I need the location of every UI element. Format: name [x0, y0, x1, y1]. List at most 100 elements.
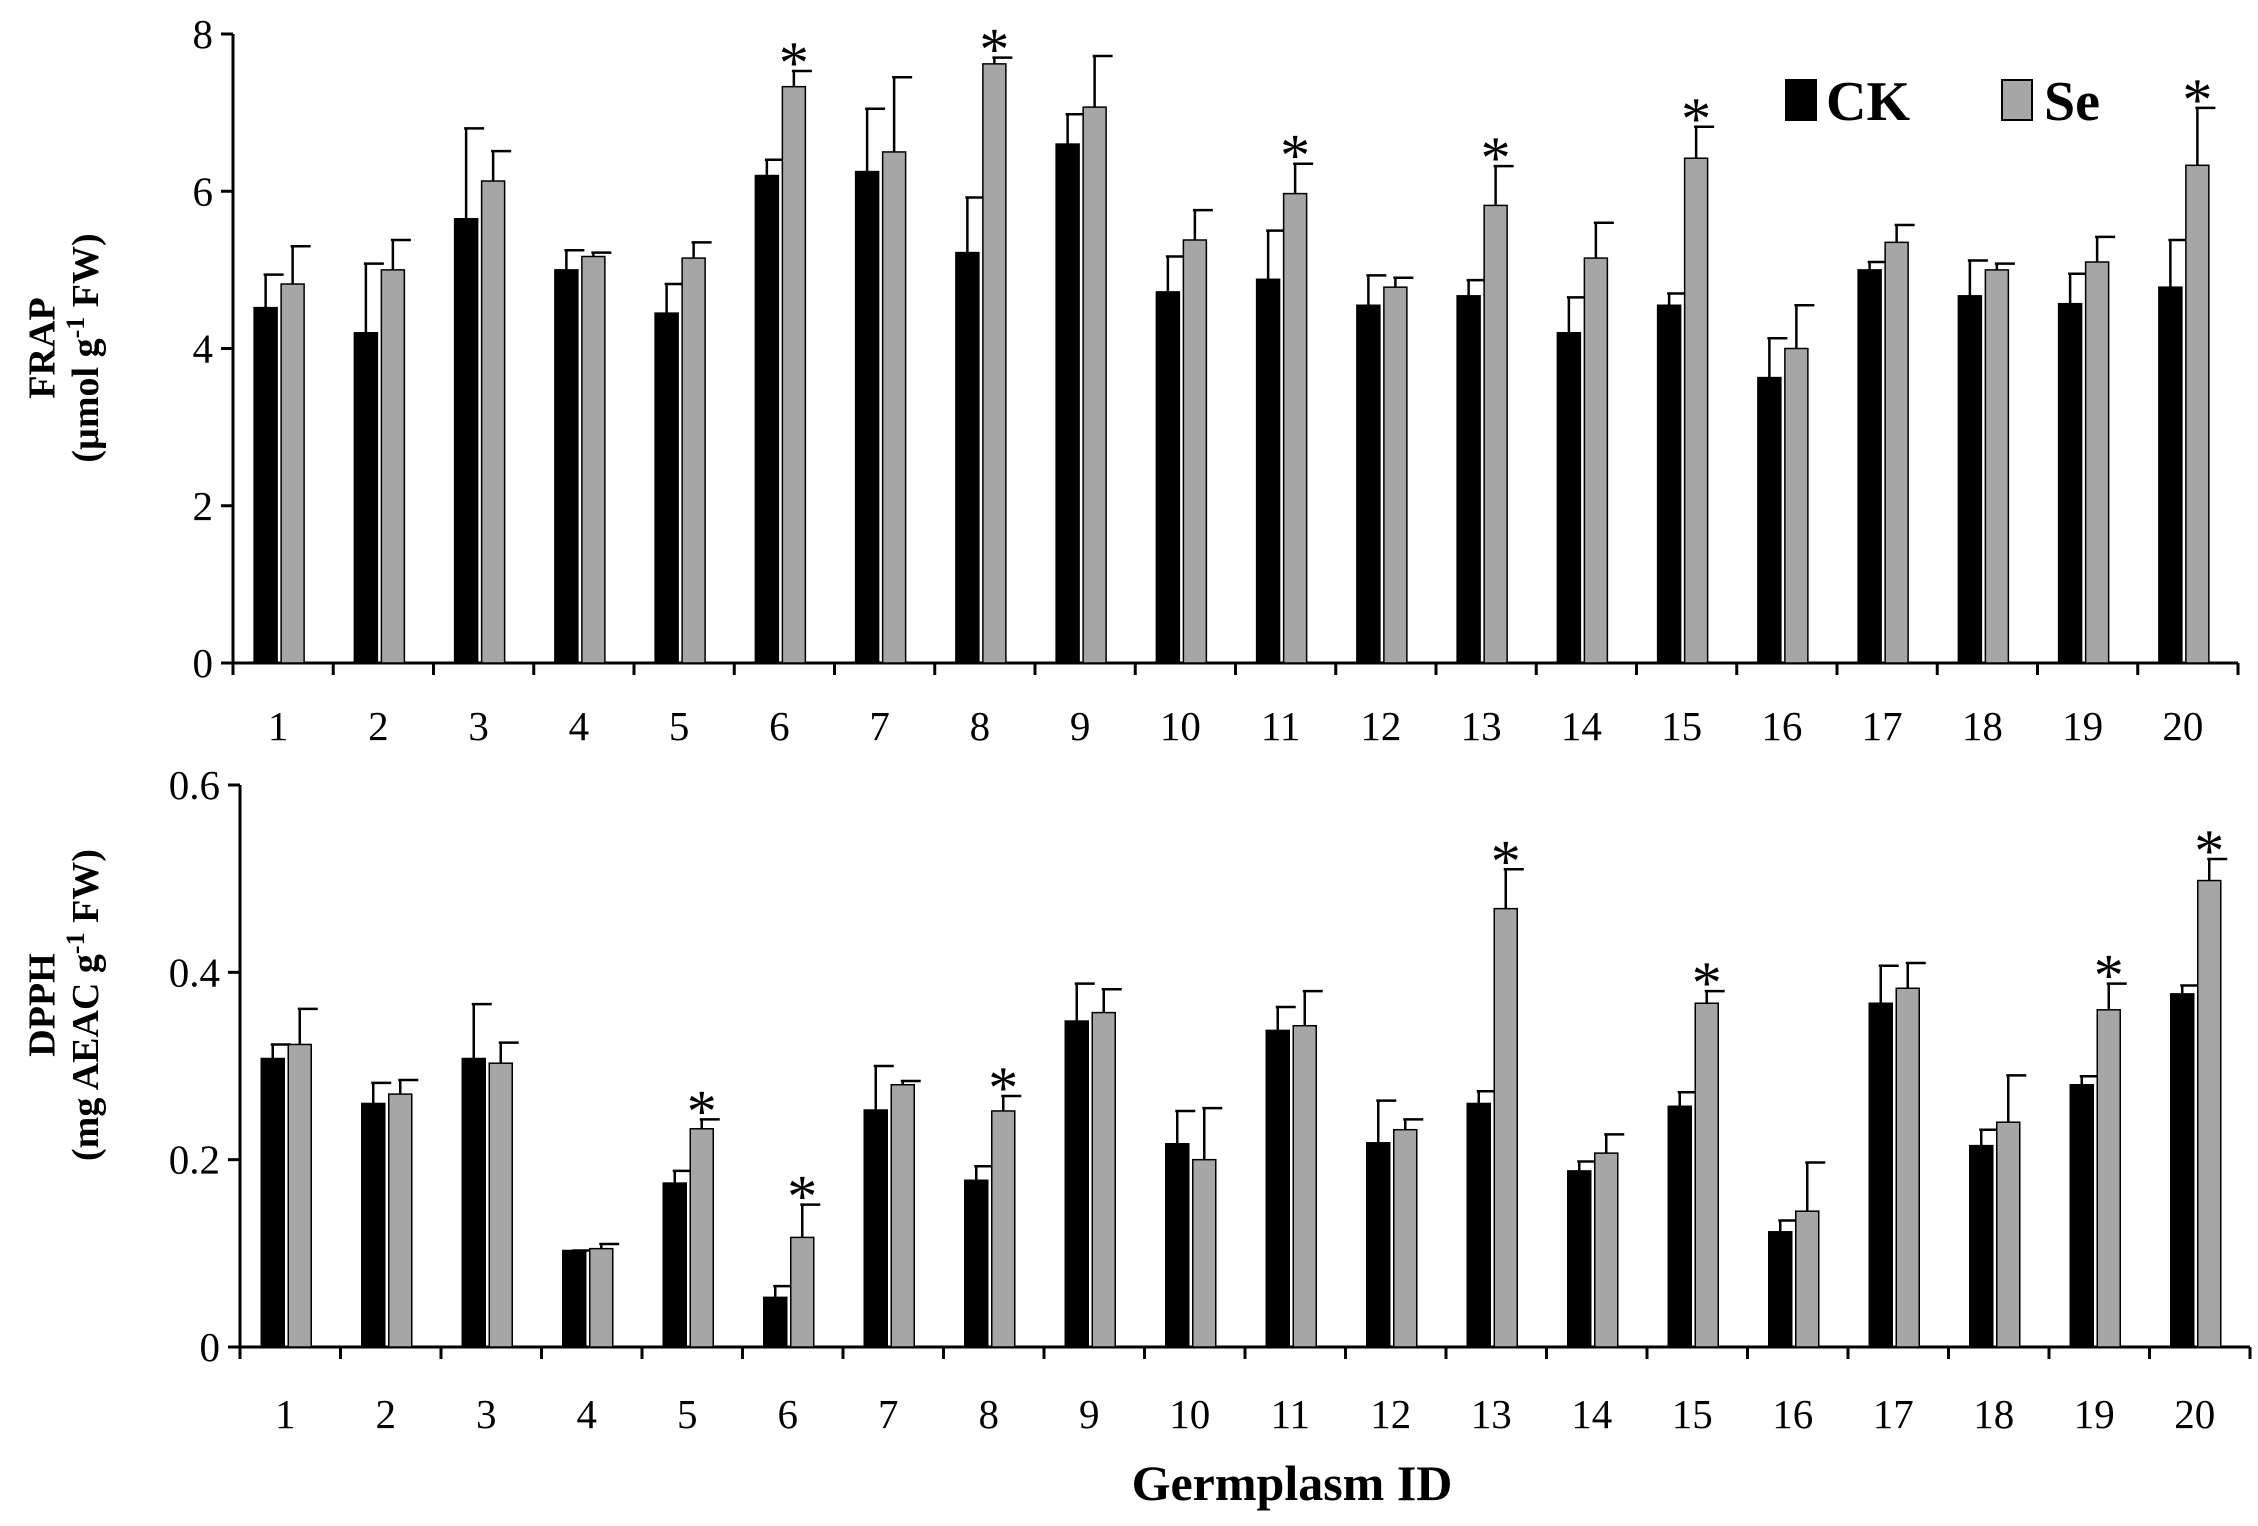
x-tick-label: 15	[1661, 703, 1702, 749]
y-tick-label: 0	[193, 640, 214, 686]
ck-bar	[1969, 1144, 1994, 1348]
x-tick-label: 10	[1169, 1391, 1210, 1437]
se-bar	[581, 255, 606, 664]
se-bar	[1984, 269, 2010, 664]
y-tick-label: 2	[193, 483, 214, 529]
se-bar	[681, 257, 706, 664]
y-tick-label: 0	[200, 1324, 221, 1370]
significance-star: *	[2094, 943, 2124, 1009]
x-tick-label: 12	[1360, 703, 1401, 749]
ck-bar	[562, 1249, 587, 1348]
significance-star: *	[2194, 818, 2224, 884]
x-tick-label: 11	[1271, 1391, 1310, 1437]
se-bar	[982, 63, 1007, 664]
ck-bar	[453, 218, 479, 664]
x-tick-label: 14	[1571, 1391, 1612, 1437]
x-tick-label: 17	[1862, 703, 1903, 749]
ck-bar	[554, 269, 579, 664]
x-tick-label: 15	[1672, 1391, 1713, 1437]
y-axis-title-unit: FW)	[65, 233, 107, 316]
ck-bar	[253, 306, 278, 664]
significance-star: *	[779, 30, 809, 96]
x-tick-label: 4	[577, 1391, 598, 1437]
ck-bar	[2170, 993, 2195, 1348]
se-bar	[589, 1247, 614, 1348]
y-axis-title-superscript: -1	[61, 317, 90, 339]
significance-star: *	[988, 1055, 1018, 1121]
x-tick-label: 8	[970, 703, 991, 749]
ck-bar	[754, 174, 780, 664]
ck-bar	[662, 1182, 687, 1348]
significance-star: *	[1692, 950, 1722, 1016]
significance-star: *	[1681, 86, 1711, 152]
x-tick-label: 20	[2174, 1391, 2215, 1437]
se-bar	[890, 1083, 915, 1348]
significance-star: *	[1280, 123, 1310, 189]
se-bar	[488, 1062, 513, 1348]
ck-bar	[1868, 1002, 1893, 1348]
x-tick-label: 11	[1261, 703, 1300, 749]
se-bar	[2197, 879, 2222, 1348]
significance-star: *	[2182, 67, 2212, 133]
se-bar	[287, 1043, 312, 1348]
ck-bar	[1768, 1231, 1793, 1348]
x-tick-label: 18	[1973, 1391, 2014, 1437]
x-tick-label: 18	[1962, 703, 2003, 749]
ck-bar	[1567, 1170, 1592, 1348]
ck-bar	[1456, 295, 1481, 664]
se-bar	[380, 269, 406, 664]
se-bar	[1091, 1011, 1116, 1348]
significance-star: *	[1491, 828, 1521, 894]
x-tick-label: 12	[1370, 1391, 1411, 1437]
x-tick-label: 16	[1772, 1391, 1813, 1437]
se-bar	[1493, 907, 1518, 1348]
y-axis-title-unit: FW)	[65, 849, 107, 932]
x-tick-label: 19	[2062, 703, 2103, 749]
y-axis-title-line-1: DPPH	[21, 953, 63, 1056]
ck-bar	[461, 1057, 486, 1348]
x-tick-label: 3	[468, 703, 489, 749]
x-tick-label: 6	[778, 1391, 799, 1437]
se-bar	[1282, 192, 1308, 664]
legend: CK Se	[1785, 71, 2100, 133]
y-tick-label: 6	[193, 168, 214, 214]
se-bar	[881, 151, 907, 664]
ck-bar	[361, 1102, 386, 1348]
ck-bar	[1165, 1142, 1190, 1348]
ck-bar	[1757, 376, 1782, 664]
ck-bar	[353, 332, 379, 664]
significance-star: *	[787, 1164, 817, 1230]
y-axis-title: FRAP(µmol g-1 FW)	[21, 233, 107, 462]
se-bar	[2096, 1009, 2121, 1348]
x-tick-label: 8	[979, 1391, 1000, 1437]
ck-bar	[2057, 302, 2083, 664]
ck-bar	[1265, 1029, 1290, 1348]
x-tick-label: 10	[1160, 703, 1201, 749]
se-bar	[1583, 257, 1609, 664]
se-bar	[1383, 286, 1408, 664]
y-axis-title-line-1: FRAP	[21, 297, 63, 398]
x-tick-label: 2	[376, 1391, 397, 1437]
se-bar	[790, 1236, 815, 1348]
se-bar	[2185, 164, 2210, 664]
y-tick-label: 4	[193, 326, 214, 372]
ck-bar	[1957, 295, 1983, 664]
x-tick-label: 1	[268, 703, 289, 749]
x-tick-label: 13	[1471, 1391, 1512, 1437]
y-axis-title-line-2: (mg AEAC g	[65, 954, 107, 1161]
se-bar	[280, 283, 305, 664]
se-bar	[1192, 1158, 1217, 1348]
se-bar	[1393, 1128, 1418, 1348]
ck-bar	[1857, 269, 1882, 664]
x-tick-label: 14	[1561, 703, 1602, 749]
legend-swatch-ck	[1785, 79, 1817, 121]
ck-bar	[1667, 1105, 1692, 1348]
ck-bar	[1366, 1142, 1391, 1348]
se-bar	[1483, 204, 1508, 664]
x-tick-label: 7	[869, 703, 890, 749]
se-bar	[1996, 1121, 2021, 1348]
x-tick-label: 5	[677, 1391, 698, 1437]
se-bar	[1884, 241, 1909, 664]
